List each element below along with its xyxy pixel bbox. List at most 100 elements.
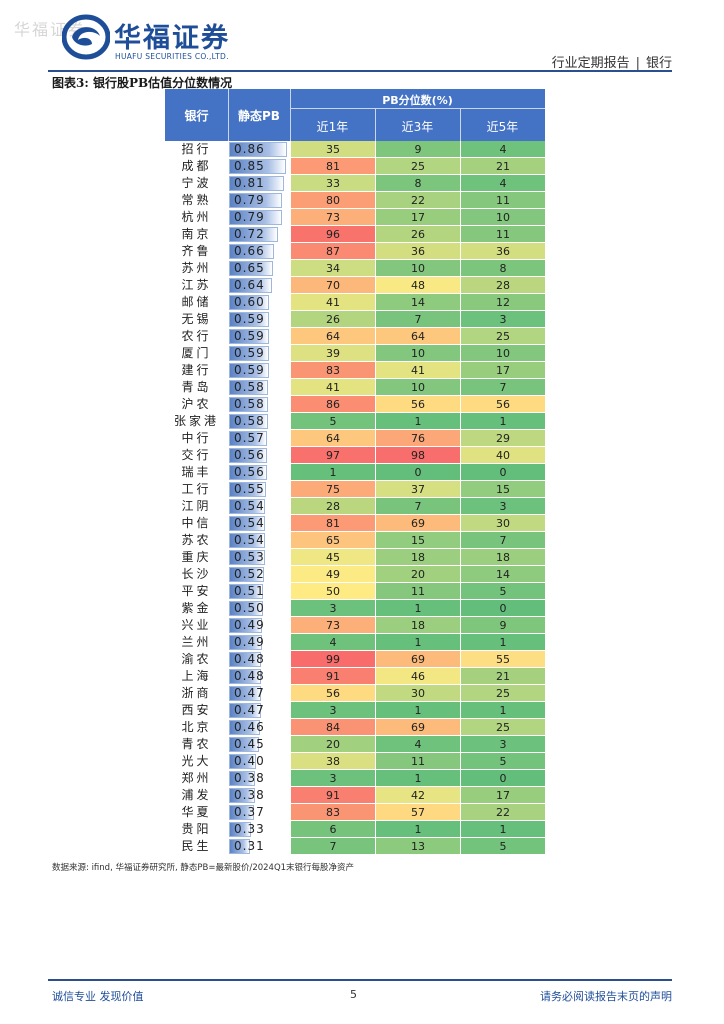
percentile-5y-cell: 28 [460, 277, 545, 294]
table-row: 宁波 0.81 33 8 4 [165, 175, 545, 192]
static-pb-bar [229, 550, 265, 565]
static-pb-bar [229, 142, 287, 157]
static-pb-bar [229, 703, 261, 718]
static-pb-bar [229, 499, 265, 514]
static-pb-value: 0.56 [234, 465, 265, 479]
percentile-5y-cell: 55 [460, 651, 545, 668]
percentile-3y-cell: 10 [375, 260, 460, 277]
static-pb-bar [229, 771, 255, 786]
percentile-5y-cell: 3 [460, 736, 545, 753]
table-row: 无锡 0.59 26 7 3 [165, 311, 545, 328]
bank-name: 招行 [181, 142, 212, 156]
bank-name: 渝农 [181, 652, 212, 666]
static-pb-value: 0.55 [234, 482, 265, 496]
static-pb-value: 0.47 [234, 686, 265, 700]
percentile-5y-cell: 36 [460, 243, 545, 260]
percentile-5y-cell: 1 [460, 702, 545, 719]
percentile-5y-cell: 4 [460, 175, 545, 192]
percentile-1y-cell: 41 [290, 379, 375, 396]
static-pb-cell: 0.31 [228, 838, 290, 855]
percentile-3y-cell: 20 [375, 566, 460, 583]
bank-name: 江苏 [181, 278, 212, 292]
static-pb-value: 0.65 [234, 261, 265, 275]
pb-percentile-table: 银行 静态PB PB分位数(%) 近1年 近3年 近5年 招行 0.86 35 9 4 成… [165, 89, 545, 855]
header-divider [375, 109, 376, 141]
percentile-1y-cell: 41 [290, 294, 375, 311]
bank-name: 平安 [181, 584, 212, 598]
static-pb-value: 0.49 [234, 635, 265, 649]
static-pb-value: 0.37 [234, 805, 265, 819]
percentile-3y-cell: 1 [375, 634, 460, 651]
static-pb-bar [229, 686, 261, 701]
static-pb-value: 0.51 [234, 584, 265, 598]
percentile-3y-cell: 7 [375, 311, 460, 328]
static-pb-bar [229, 754, 256, 769]
bank-name: 青岛 [181, 380, 212, 394]
percentile-3y-cell: 42 [375, 787, 460, 804]
percentile-5y-cell: 0 [460, 770, 545, 787]
header-static-pb: 静态PB [238, 109, 280, 123]
static-pb-value: 0.54 [234, 533, 265, 547]
percentile-5y-cell: 4 [460, 141, 545, 158]
header-divider [460, 109, 461, 141]
bank-name: 苏州 [181, 261, 212, 275]
page-number: 5 [350, 988, 357, 1001]
header-bank: 银行 [184, 109, 209, 123]
table-row: 青岛 0.58 41 10 7 [165, 379, 545, 396]
table-row: 重庆 0.53 45 18 18 [165, 549, 545, 566]
static-pb-bar [229, 295, 269, 310]
static-pb-value: 0.64 [234, 278, 265, 292]
static-pb-bar [229, 805, 254, 820]
static-pb-cell: 0.49 [228, 634, 290, 651]
table-row: 中信 0.54 81 69 30 [165, 515, 545, 532]
percentile-1y-cell: 99 [290, 651, 375, 668]
table-row: 浙商 0.47 56 30 25 [165, 685, 545, 702]
percentile-1y-cell: 75 [290, 481, 375, 498]
figure-title: 图表3: 银行股PB估值分位数情况 [52, 76, 233, 90]
static-pb-value: 0.57 [234, 431, 265, 445]
static-pb-value: 0.50 [234, 601, 265, 615]
static-pb-bar [229, 533, 265, 548]
table-row: 北京 0.46 84 69 25 [165, 719, 545, 736]
static-pb-bar [229, 329, 269, 344]
table-row: 长沙 0.52 49 20 14 [165, 566, 545, 583]
bank-name: 兰州 [181, 635, 212, 649]
static-pb-bar [229, 414, 268, 429]
static-pb-bar [229, 193, 282, 208]
percentile-5y-cell: 18 [460, 549, 545, 566]
table-row: 华夏 0.37 83 57 22 [165, 804, 545, 821]
percentile-3y-cell: 14 [375, 294, 460, 311]
source-note: 数据来源: ifind, 华福证券研究所, 静态PB=最新股价/2024Q1末银… [52, 863, 355, 873]
table-row: 江阴 0.54 28 7 3 [165, 498, 545, 515]
table-row: 厦门 0.59 39 10 10 [165, 345, 545, 362]
percentile-3y-cell: 1 [375, 821, 460, 838]
static-pb-cell: 0.59 [228, 345, 290, 362]
percentile-5y-cell: 14 [460, 566, 545, 583]
percentile-1y-cell: 81 [290, 515, 375, 532]
percentile-5y-cell: 11 [460, 192, 545, 209]
static-pb-cell: 0.38 [228, 787, 290, 804]
bank-name: 江阴 [181, 499, 212, 513]
static-pb-cell: 0.50 [228, 600, 290, 617]
static-pb-value: 0.54 [234, 499, 265, 513]
header-divider [290, 108, 545, 109]
static-pb-value: 0.60 [234, 295, 265, 309]
bank-name: 青农 [181, 737, 212, 751]
percentile-5y-cell: 5 [460, 583, 545, 600]
percentile-3y-cell: 30 [375, 685, 460, 702]
static-pb-value: 0.79 [234, 210, 265, 224]
static-pb-value: 0.56 [234, 448, 265, 462]
percentile-1y-cell: 1 [290, 464, 375, 481]
static-pb-cell: 0.49 [228, 617, 290, 634]
bank-name: 常熟 [181, 193, 212, 207]
static-pb-bar [229, 278, 272, 293]
table-row: 常熟 0.79 80 22 11 [165, 192, 545, 209]
percentile-3y-cell: 98 [375, 447, 460, 464]
static-pb-cell: 0.59 [228, 362, 290, 379]
static-pb-cell: 0.48 [228, 668, 290, 685]
percentile-5y-cell: 12 [460, 294, 545, 311]
percentile-3y-cell: 11 [375, 583, 460, 600]
table-row: 兰州 0.49 4 1 1 [165, 634, 545, 651]
static-pb-bar [229, 227, 278, 242]
percentile-5y-cell: 1 [460, 821, 545, 838]
